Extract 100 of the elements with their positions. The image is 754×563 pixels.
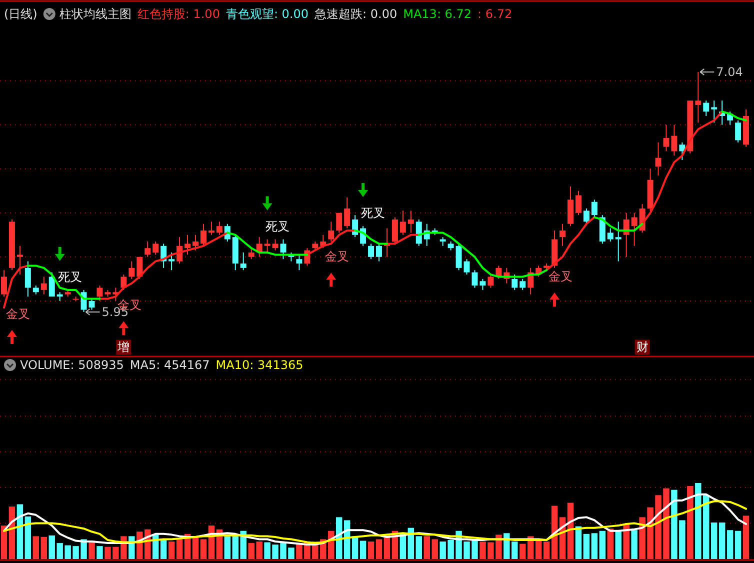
candlestick (392, 216, 398, 244)
text: (日线) (4, 7, 38, 21)
candlestick (24, 260, 31, 298)
bar (192, 538, 199, 559)
bar (40, 536, 47, 559)
annotation: : 6.72 (478, 7, 512, 21)
text: 7.04 (716, 64, 743, 79)
bar (360, 540, 366, 559)
bar (575, 526, 582, 559)
candlestick (88, 298, 95, 310)
bar (520, 544, 526, 559)
candlestick (488, 274, 494, 288)
bar (96, 546, 103, 559)
candlestick (512, 274, 518, 290)
point (550, 292, 560, 300)
candlestick (16, 245, 23, 276)
candlestick (272, 238, 278, 251)
bar (32, 536, 40, 559)
point (118, 321, 129, 328)
data-label: 增 (116, 340, 130, 354)
candlestick (376, 243, 382, 262)
annotation: 青色观望: 0.00 (226, 7, 309, 21)
text: MA10: 341365 (216, 358, 304, 372)
candlestick (336, 212, 342, 234)
candlestick (456, 243, 462, 271)
data-label: 金叉 (548, 270, 573, 284)
bar (168, 542, 175, 559)
candlestick (464, 258, 470, 276)
bar (543, 542, 550, 559)
bar (607, 528, 614, 559)
bar (710, 522, 718, 559)
candlestick (152, 241, 159, 256)
bar (583, 534, 590, 559)
candlestick (695, 71, 702, 124)
candlestick (480, 278, 486, 290)
candlestick (128, 260, 135, 280)
candlestick (575, 190, 582, 216)
candlestick (296, 254, 302, 271)
data-label: 财 (636, 340, 648, 354)
bar (176, 539, 183, 559)
bar (224, 536, 231, 559)
point (54, 254, 65, 261)
bar (631, 530, 638, 559)
candlestick (663, 124, 670, 152)
candlestick (208, 221, 214, 236)
candlestick (583, 208, 590, 224)
candlestick (671, 124, 678, 156)
candlestick (591, 199, 598, 218)
candlestick (200, 223, 206, 246)
bar (368, 542, 374, 559)
candlestick (240, 252, 246, 271)
candlestick (679, 142, 686, 161)
data-label: 死叉 (265, 219, 290, 234)
bar (591, 533, 598, 559)
bar (615, 530, 622, 559)
candlestick (264, 238, 270, 254)
candlestick (96, 285, 103, 302)
candlestick (184, 234, 190, 256)
data-label: 金叉 (325, 250, 350, 264)
candlestick (40, 276, 47, 295)
candlestick (408, 210, 414, 234)
annotation: 红色持股: 1.00 (137, 7, 220, 21)
bar (687, 486, 694, 559)
bar (416, 536, 422, 559)
candlestick (216, 221, 222, 236)
candlestick (344, 196, 350, 229)
candlestick (120, 274, 127, 290)
candlestick (368, 243, 374, 260)
data-label: 死叉 (361, 206, 386, 220)
candlestick (631, 212, 638, 246)
data-label: 死叉 (58, 270, 82, 284)
bar (24, 516, 32, 559)
point (6, 330, 17, 337)
text: VOLUME: 508935 (20, 358, 124, 372)
annotation: MA13: 6.72 (403, 7, 472, 21)
candlestick (192, 234, 198, 251)
candlestick (400, 210, 406, 236)
bar (718, 522, 726, 559)
bar (0, 526, 8, 559)
bar (742, 516, 750, 559)
annotation: 急速超跌: 0.00 (314, 7, 398, 21)
bar (200, 539, 207, 559)
bar (376, 539, 382, 559)
candlestick (703, 100, 710, 116)
candlestick (168, 252, 175, 271)
bar (734, 530, 742, 559)
candlestick (607, 228, 614, 242)
candlestick (0, 270, 7, 298)
bar (599, 530, 606, 559)
point (262, 203, 272, 210)
text: 柱状均线主图 (59, 7, 132, 21)
candlestick (711, 100, 718, 124)
candlestick (248, 248, 254, 260)
candlestick (144, 241, 151, 258)
text: MA5: 454167 (130, 358, 210, 372)
candlestick (280, 238, 286, 260)
point (358, 190, 368, 198)
bar (623, 524, 630, 559)
candlestick (615, 221, 622, 262)
point (326, 272, 336, 280)
